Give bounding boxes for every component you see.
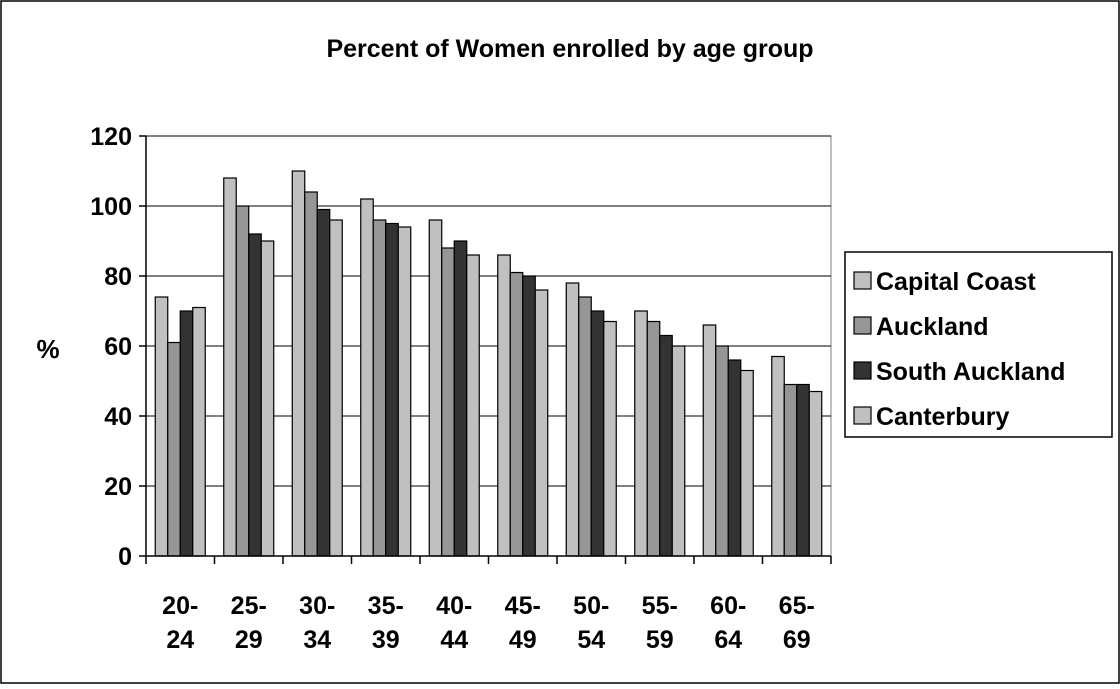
x-tick-label: 29 [235,626,263,654]
bar [808,390,823,557]
bar [715,345,729,557]
x-tick-label: 44 [440,626,468,654]
bar [167,341,181,557]
legend-swatch [853,316,872,335]
bar [740,369,754,557]
bar [796,383,810,557]
bar [260,240,275,557]
x-tick-label: 59 [646,626,674,654]
bar [565,282,580,557]
bar [154,296,169,557]
legend: Capital Coast Auckland South Auckland Cante… [844,251,1113,438]
bar [248,233,262,557]
x-tick-label: 35- [368,592,404,620]
x-tick-label: 55- [642,592,678,620]
legend-label: Capital Coast [876,268,1036,296]
bar [497,254,511,557]
bar [291,170,306,557]
bar [223,177,237,557]
y-tick-label: 0 [118,543,132,571]
legend-label: Canterbury [876,403,1009,431]
bar [428,219,443,557]
y-tick-label: 20 [104,473,132,501]
y-tick-labels: 0 20 40 60 80 100 120 [90,123,132,571]
bar [385,222,399,557]
x-tick-label: 34 [303,626,331,654]
x-tick-label: 64 [714,626,742,654]
bar [603,320,617,557]
bar [634,310,648,557]
x-tick-label: 30- [299,592,335,620]
bars [154,170,823,557]
x-tick-label: 39 [372,626,400,654]
legend-label: Auckland [876,313,989,341]
bar [590,310,605,557]
bar [702,324,717,557]
x-tick-label: 20- [162,592,198,620]
legend-swatch [853,271,872,290]
bar [727,359,742,557]
bar [509,271,524,557]
bar [397,226,412,557]
bar [771,355,785,557]
bar [441,247,455,557]
y-axis-label: % [36,334,59,364]
bar [534,289,549,557]
axes [139,135,832,564]
x-tick-label: 24 [166,626,194,654]
bar [522,275,536,557]
bar [671,345,686,557]
bar [179,310,194,557]
legend-box [844,251,1113,438]
bar [578,296,592,557]
y-tick-label: 80 [104,263,132,291]
bar [783,383,798,557]
x-tick-label: 40- [436,592,472,620]
legend-swatch [853,406,872,425]
chart-title: Percent of Women enrolled by age group [326,35,813,63]
bar [372,219,387,557]
y-tick-label: 100 [90,193,132,221]
x-tick-labels: 20- 24 25- 29 30- 34 35- 39 40- 44 45- 49 50- 54 55- 59… [162,592,815,654]
bar [329,219,343,557]
bar [316,208,331,557]
bar [192,306,206,557]
bar [235,205,250,557]
bar [646,320,661,557]
x-tick-label: 69 [783,626,811,654]
bar [466,254,480,557]
y-tick-label: 60 [104,333,132,361]
y-tick-label: 40 [104,403,132,431]
legend-swatch [853,361,872,380]
x-tick-label: 50- [573,592,609,620]
x-tick-label: 60- [710,592,746,620]
bar [360,198,374,557]
x-tick-label: 45- [505,592,541,620]
bar [453,240,468,557]
x-tick-label: 25- [231,592,267,620]
x-tick-label: 65- [779,592,815,620]
x-tick-label: 54 [577,626,605,654]
bar [659,334,673,557]
x-tick-label: 49 [509,626,537,654]
legend-label: South Auckland [876,358,1065,386]
bar [304,191,318,557]
y-tick-label: 120 [90,123,132,151]
